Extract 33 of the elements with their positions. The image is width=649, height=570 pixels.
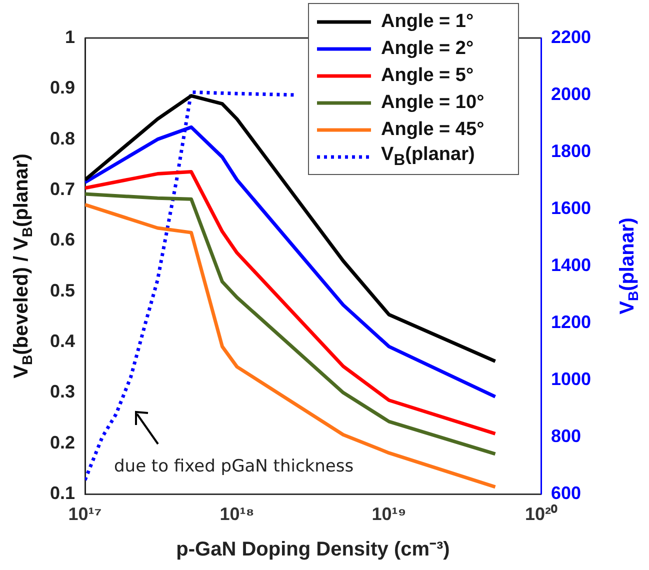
legend-label: Angle = 5° bbox=[381, 64, 474, 86]
legend-label: Angle = 10° bbox=[381, 92, 484, 114]
y-tick-label: 0.2 bbox=[50, 432, 75, 452]
y2-tick-label: 1800 bbox=[551, 140, 592, 161]
annotation: due to fixed pGaN thickness bbox=[114, 456, 354, 476]
y2-tick-label: 600 bbox=[551, 482, 582, 503]
legend-label: Angle = 2° bbox=[381, 38, 474, 60]
y2-tick-label: 1600 bbox=[551, 198, 592, 218]
x-tick-label: 10¹⁹ bbox=[372, 504, 406, 524]
x-tick-label: 10¹⁸ bbox=[220, 504, 254, 524]
y2-tick-label: 800 bbox=[551, 426, 582, 446]
y-tick-label: 0.3 bbox=[50, 382, 75, 402]
legend-label: Angle = 45° bbox=[381, 118, 484, 140]
y2-tick-label: 1000 bbox=[551, 368, 592, 389]
y-tick-label: 0.6 bbox=[50, 230, 75, 250]
y2-tick-label: 2000 bbox=[551, 84, 592, 104]
x-tick-label: 10¹⁷ bbox=[68, 504, 102, 524]
y2-axis-title: VB(planar) bbox=[616, 218, 641, 314]
x-tick-label: 10²⁰ bbox=[524, 504, 558, 524]
legend-label: V$_{B}$(planar) bbox=[381, 144, 475, 170]
y2-tick-label: 2200 bbox=[551, 26, 592, 47]
y-tick-label: 1 bbox=[64, 26, 75, 47]
x-axis-title: p-GaN Doping Density (cm⁻³) bbox=[176, 538, 450, 561]
y-tick-label: 0.5 bbox=[50, 280, 75, 300]
y2-tick-label: 1200 bbox=[551, 312, 592, 332]
y-tick-label: 0.4 bbox=[50, 330, 75, 351]
y-tick-label: 0.1 bbox=[50, 482, 75, 503]
y-axis-title: VB(beveled) / VB(planar) bbox=[10, 154, 35, 378]
y-tick-label: 0.7 bbox=[50, 178, 75, 199]
y-tick-label: 0.8 bbox=[50, 128, 75, 148]
y-tick-label: 0.9 bbox=[50, 78, 75, 98]
y2-tick-label: 1400 bbox=[551, 254, 592, 275]
legend-label: Angle = 1° bbox=[381, 10, 474, 32]
